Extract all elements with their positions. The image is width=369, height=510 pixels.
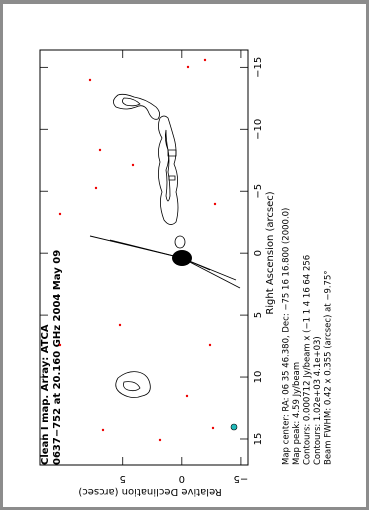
y-tick-label: −15 <box>253 57 264 78</box>
chart-title: Clean I map. Array: ATCA <box>40 324 51 465</box>
y-tick-label: 15 <box>253 433 264 446</box>
core <box>172 250 192 266</box>
chart: Clean I map. Array: ATCA 0637−752 at 20.… <box>0 0 369 510</box>
annotation: Beam FWHM: 0.42 x 0.355 (arcsec) at −9.7… <box>324 270 334 465</box>
y-tick-label: 0 <box>253 250 264 256</box>
annotation: Map center: RA: 06 35 46.380, Dec: −75 1… <box>282 208 292 465</box>
x-tick-label: −5 <box>234 473 249 484</box>
annotation: Contours: 0.000712 Jy/beam x (−1 1 4 16 … <box>303 255 313 465</box>
y-tick-label: 5 <box>253 312 264 318</box>
y-tick-label: 10 <box>253 371 264 384</box>
annotation: Contours: 1.02e+03 4.1e+03) <box>313 336 323 465</box>
page: {"chart_data": {"type": "contour", "titl… <box>0 0 369 510</box>
x-axis-label: Relative Declination (arcsec) <box>78 486 221 497</box>
y-tick-label: −5 <box>253 184 264 199</box>
y-tick-label: −10 <box>253 119 264 140</box>
x-tick-label: 0 <box>179 473 185 484</box>
annotation: Map peak: 4.59 Jy/beam <box>292 362 302 465</box>
chart-subtitle: 0637−752 at 20.160 GHz 2004 May 09 <box>52 250 63 465</box>
beam <box>231 424 237 430</box>
y-axis-label: Right Ascension (arcsec) <box>265 191 276 314</box>
x-tick-label: 5 <box>120 473 126 484</box>
